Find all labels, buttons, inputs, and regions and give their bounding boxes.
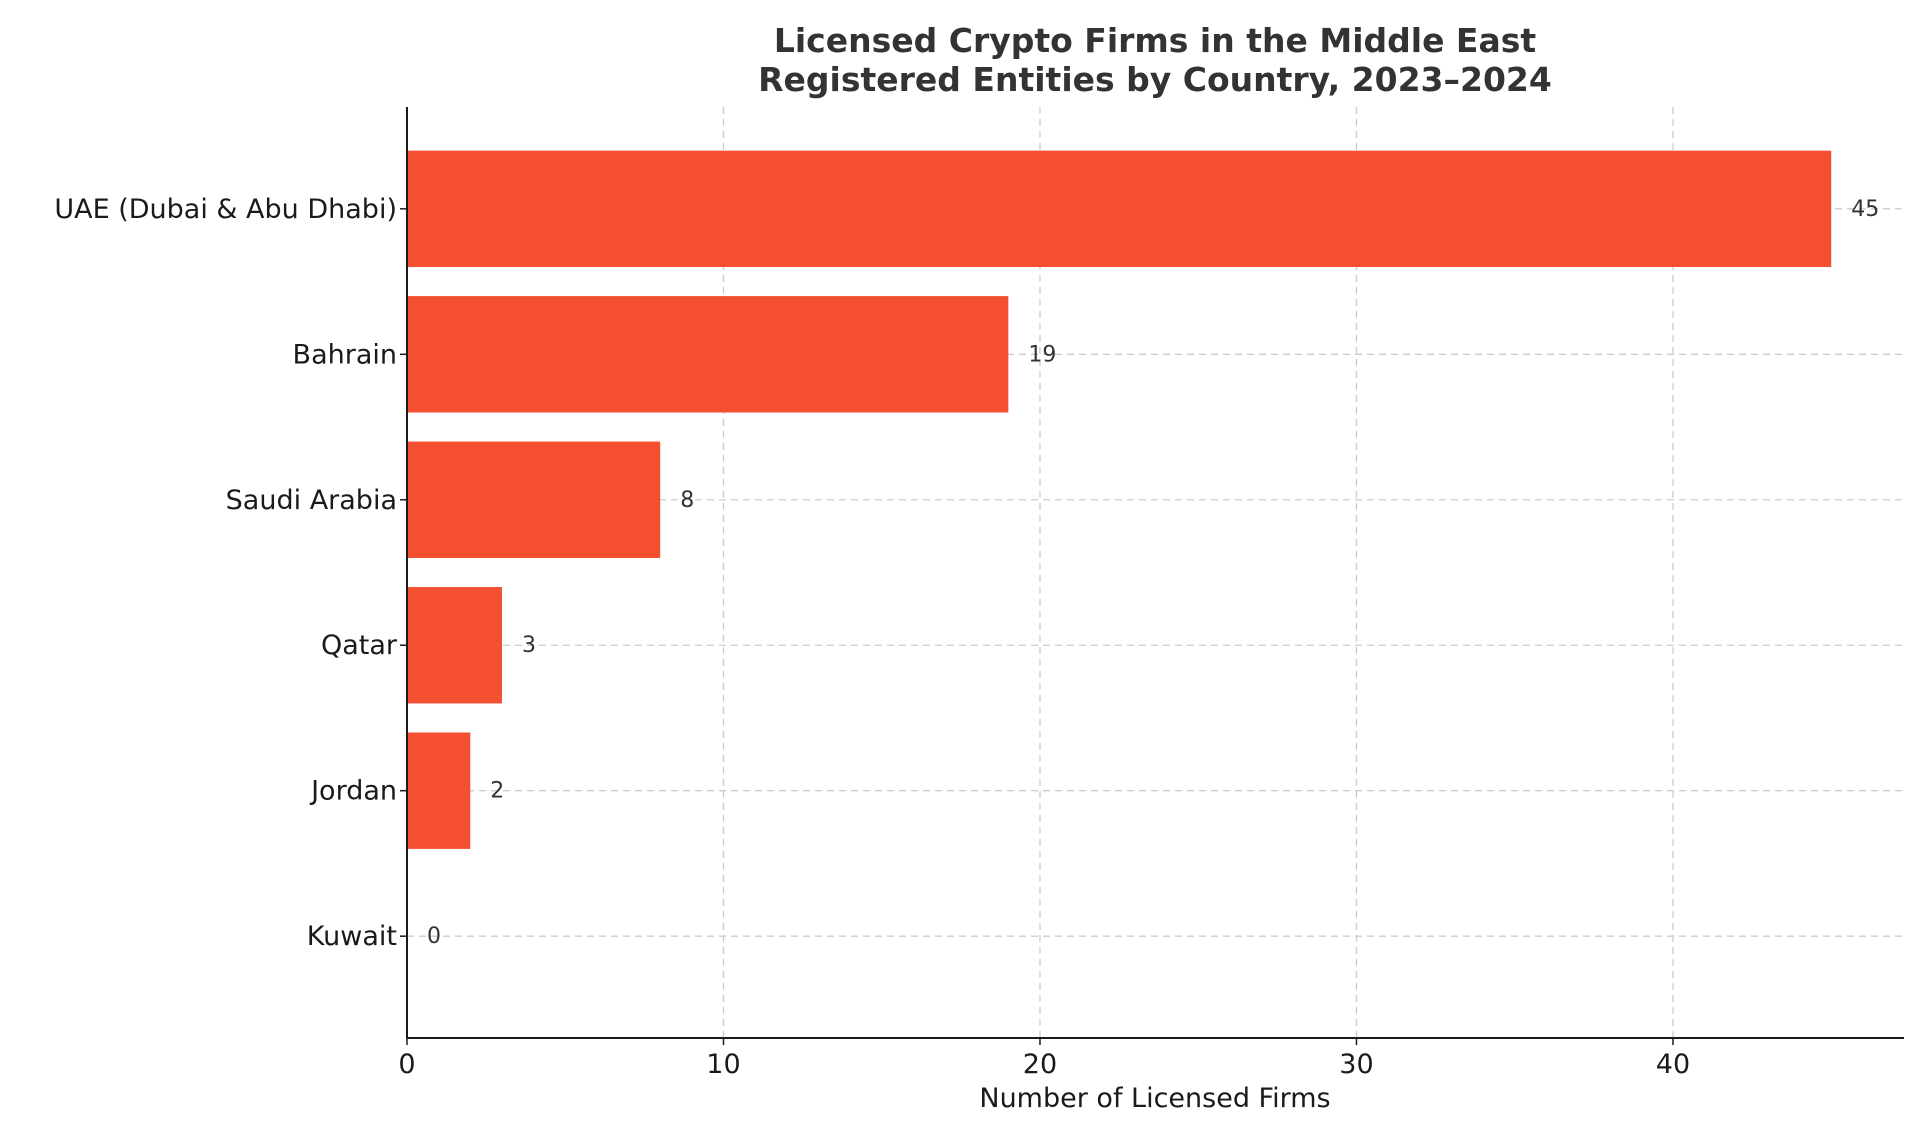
bars xyxy=(407,150,1832,849)
bar-saudi-arabia xyxy=(407,441,661,558)
x-axis-title: Number of Licensed Firms xyxy=(979,1083,1330,1114)
labels: UAE (Dubai & Abu Dhabi) 45 Bahrain 19 Saudi … xyxy=(54,194,1879,1080)
bar-jordan xyxy=(407,732,471,849)
axis-ticks xyxy=(400,208,1674,1045)
chart-title-line-1: Licensed Crypto Firms in the Middle East xyxy=(774,21,1537,60)
value-label-qatar: 3 xyxy=(522,633,536,658)
x-tick-label: 0 xyxy=(398,1049,415,1080)
category-label-bahrain: Bahrain xyxy=(293,339,397,370)
bar-uae-dubai-abu-dhabi xyxy=(407,150,1832,268)
x-tick-label: 20 xyxy=(1023,1049,1057,1080)
category-label-qatar: Qatar xyxy=(321,630,398,661)
x-tick-label: 40 xyxy=(1656,1049,1690,1080)
chart-title-line-2: Registered Entities by Country, 2023–202… xyxy=(758,60,1552,99)
category-label-uae-dubai-abu-dhabi: UAE (Dubai & Abu Dhabi) xyxy=(54,194,397,225)
bar-qatar xyxy=(407,587,502,704)
category-label-jordan: Jordan xyxy=(309,776,397,807)
x-tick-label: 10 xyxy=(706,1049,740,1080)
value-label-jordan: 2 xyxy=(490,779,504,804)
value-label-saudi-arabia: 8 xyxy=(680,488,694,513)
value-label-kuwait: 0 xyxy=(427,924,441,949)
category-label-kuwait: Kuwait xyxy=(307,921,397,952)
value-label-bahrain: 19 xyxy=(1028,342,1056,367)
x-tick-label: 30 xyxy=(1339,1049,1373,1080)
axes xyxy=(406,107,1904,1039)
value-label-uae-dubai-abu-dhabi: 45 xyxy=(1851,197,1879,222)
category-label-saudi-arabia: Saudi Arabia xyxy=(226,485,397,516)
bar-bahrain xyxy=(407,296,1009,413)
